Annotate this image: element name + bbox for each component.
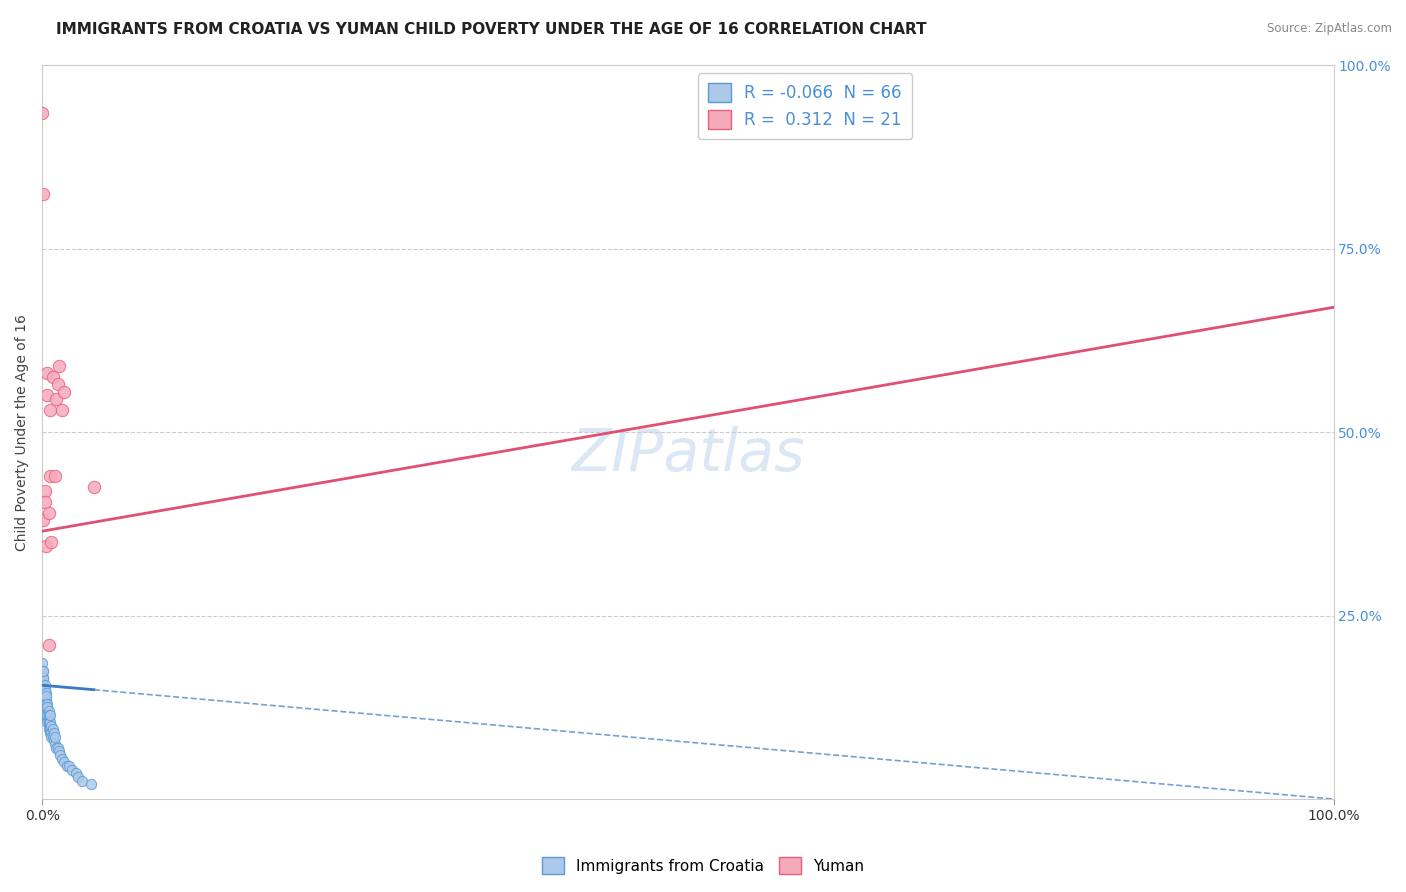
Point [39,719,62,733]
Point [35,704,58,718]
Point [44,469,66,483]
Point [31,674,53,689]
Point [44,737,66,751]
Point [51,403,73,417]
Point [31,105,53,120]
Point [42,733,65,747]
Point [37,707,59,722]
Point [39,403,62,417]
Point [32,678,55,692]
Point [34,678,56,692]
Point [39,726,62,740]
Point [38,714,60,729]
Point [37,697,59,711]
Point [35,693,58,707]
Point [35,539,58,553]
Point [34,697,56,711]
Point [39,730,62,744]
Point [31,657,53,671]
Point [35,697,58,711]
Point [32,671,55,685]
Y-axis label: Child Poverty Under the Age of 16: Child Poverty Under the Age of 16 [15,314,30,550]
Point [32,513,55,527]
Legend: Immigrants from Croatia, Yuman: Immigrants from Croatia, Yuman [536,851,870,880]
Point [34,700,56,714]
Point [39,469,62,483]
Point [67,770,90,784]
Point [37,711,59,725]
Point [38,707,60,722]
Point [39,723,62,737]
Point [48,744,70,758]
Point [35,700,58,714]
Text: ZIPatlas: ZIPatlas [571,425,804,483]
Legend: R = -0.066  N = 66, R =  0.312  N = 21: R = -0.066 N = 66, R = 0.312 N = 21 [697,73,912,139]
Point [38,719,60,733]
Point [53,756,76,770]
Point [53,384,76,399]
Point [39,726,62,740]
Point [38,506,60,520]
Point [49,747,72,762]
Point [38,714,60,729]
Point [70,773,93,788]
Point [41,723,63,737]
Point [31,667,53,681]
Point [35,707,58,722]
Point [38,711,60,725]
Point [46,740,69,755]
Point [38,704,60,718]
Point [38,638,60,652]
Point [34,483,56,498]
Text: IMMIGRANTS FROM CROATIA VS YUMAN CHILD POVERTY UNDER THE AGE OF 16 CORRELATION C: IMMIGRANTS FROM CROATIA VS YUMAN CHILD P… [56,22,927,37]
Point [51,752,73,766]
Point [32,671,55,685]
Point [58,759,80,773]
Point [41,370,63,384]
Point [34,700,56,714]
Point [48,359,70,373]
Point [60,763,83,777]
Point [83,480,105,494]
Point [65,766,87,780]
Point [45,392,67,406]
Point [38,723,60,737]
Point [44,730,66,744]
Point [37,700,59,714]
Point [42,726,65,740]
Point [34,495,56,509]
Point [37,367,59,381]
Point [35,700,58,714]
Point [34,681,56,696]
Point [32,186,55,201]
Point [45,740,67,755]
Point [37,714,59,729]
Point [39,707,62,722]
Point [35,690,58,704]
Point [37,388,59,402]
Point [41,730,63,744]
Point [32,681,55,696]
Point [37,704,59,718]
Text: Source: ZipAtlas.com: Source: ZipAtlas.com [1267,22,1392,36]
Point [34,686,56,700]
Point [32,664,55,678]
Point [80,777,103,791]
Point [34,693,56,707]
Point [34,690,56,704]
Point [46,377,69,392]
Point [35,686,58,700]
Point [32,664,55,678]
Point [39,714,62,729]
Point [39,535,62,549]
Point [55,759,77,773]
Point [32,690,55,704]
Point [35,707,58,722]
